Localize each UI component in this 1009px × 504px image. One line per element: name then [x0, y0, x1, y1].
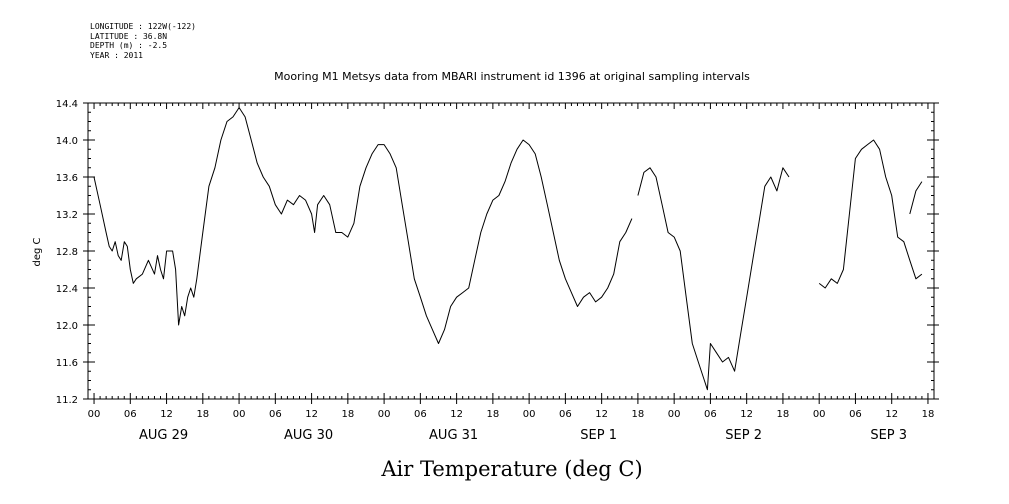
y-tick-label: 12.4 [56, 284, 78, 295]
day-label: SEP 3 [870, 428, 907, 443]
x-tick-label: 12 [160, 409, 173, 420]
series-line-1-0 [818, 139, 923, 289]
x-tick-label: 06 [704, 409, 717, 420]
x-tick-label: 06 [124, 409, 137, 420]
x-tick-label: 18 [487, 409, 500, 420]
series-line-1-1 [909, 181, 923, 215]
y-tick-label: 12.0 [56, 321, 78, 332]
y-tick-label: 11.2 [56, 395, 78, 406]
y-tick-label: 14.0 [56, 136, 78, 147]
x-tick-label: 12 [305, 409, 318, 420]
day-label: SEP 2 [725, 428, 762, 443]
series-line-0-0 [93, 107, 633, 344]
x-tick-label: 12 [595, 409, 608, 420]
y-tick-label: 13.2 [56, 210, 78, 221]
y-axis-label: deg C [32, 237, 43, 266]
y-tick-label: 13.6 [56, 173, 78, 184]
axes: 11.2 11.6 12.0 12.4 12.8 13.2 13.6 14.0 14.4 00 06… [56, 99, 939, 443]
series-line-0-1 [637, 167, 790, 391]
plot-frame [87, 102, 935, 400]
x-tick-label: 18 [196, 409, 209, 420]
longitude-text: LONGITUDE : 122W(-122) [90, 22, 196, 31]
x-tick-label: 18 [341, 409, 354, 420]
y-tick-label: 11.6 [56, 358, 78, 369]
day-label: AUG 31 [429, 428, 478, 443]
x-tick-label: 00 [378, 409, 391, 420]
x-tick-label: 06 [849, 409, 862, 420]
x-tick-label: 18 [777, 409, 790, 420]
x-tick-label: 12 [740, 409, 753, 420]
x-tick-label: 00 [523, 409, 536, 420]
x-tick-label: 06 [269, 409, 282, 420]
day-label: SEP 1 [580, 428, 617, 443]
latitude-text: LATITUDE : 36.8N [90, 31, 168, 41]
y-tick-label: 12.8 [56, 247, 78, 258]
x-tick-label: 06 [559, 409, 572, 420]
day-label: AUG 30 [284, 428, 333, 443]
x-tick-label: 12 [885, 409, 898, 420]
x-tick-label: 18 [632, 409, 645, 420]
day-label: AUG 29 [139, 428, 188, 443]
x-tick-label: 06 [414, 409, 427, 420]
x-tick-label: 00 [233, 409, 246, 420]
chart-title: Mooring M1 Metsys data from MBARI instru… [274, 70, 750, 83]
x-tick-label: 18 [922, 409, 935, 420]
depth-text: DEPTH (m) : -2.5 [90, 41, 168, 50]
plot-area [93, 107, 923, 391]
year-text: YEAR : 2011 [90, 50, 143, 60]
x-tick-label: 00 [668, 409, 681, 420]
metadata-block: LONGITUDE : 122W(-122) LATITUDE : 36.8N … [90, 22, 196, 60]
x-tick-label: 00 [813, 409, 826, 420]
x-tick-label: 12 [450, 409, 463, 420]
y-tick-label: 14.4 [56, 99, 78, 110]
x-tick-label: 00 [88, 409, 101, 420]
x-axis-label: Air Temperature (deg C) [380, 457, 642, 481]
